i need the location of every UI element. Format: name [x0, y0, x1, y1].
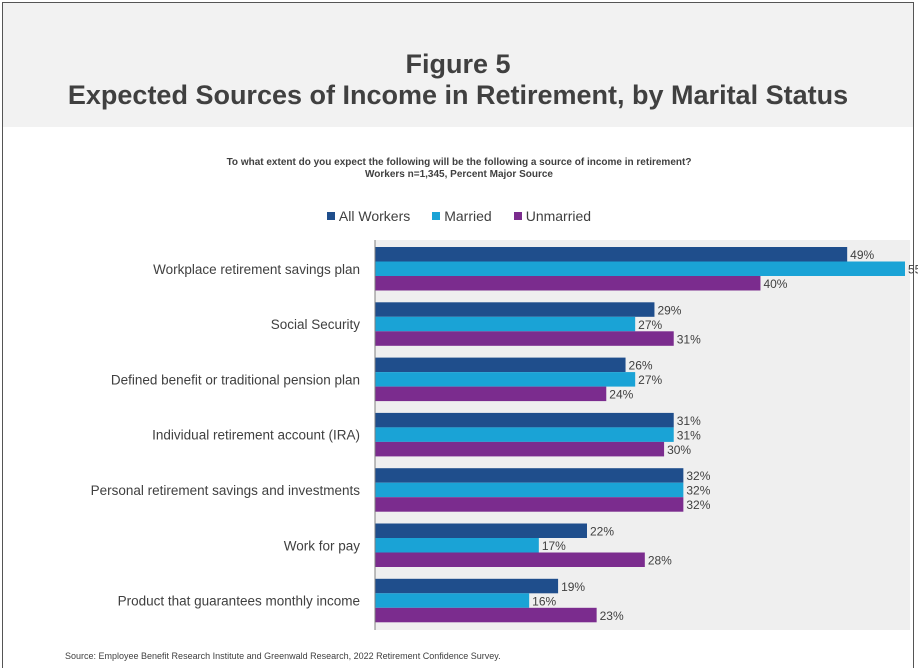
- bar-married: [375, 593, 530, 608]
- legend-swatch-married: [432, 212, 441, 220]
- chart-legend: All Workers Married Unmarried: [0, 207, 918, 225]
- bar-chart: Workplace retirement savings plan 49% 55% 4…: [91, 240, 918, 630]
- data-label: 32%: [686, 469, 710, 483]
- bar-unmarried: [375, 497, 684, 512]
- data-label: 23%: [600, 609, 624, 623]
- bar-married: [375, 316, 636, 332]
- data-label: 32%: [686, 498, 710, 512]
- bar-all-workers: [375, 468, 684, 483]
- bar-unmarried: [375, 386, 607, 402]
- bar-all-workers: [375, 302, 655, 317]
- data-label: 32%: [686, 484, 710, 498]
- legend-label-all-workers: All Workers: [338, 208, 411, 224]
- bar-unmarried: [375, 331, 674, 346]
- data-label: 17%: [542, 539, 566, 553]
- bar-all-workers: [375, 247, 848, 262]
- category-label: Product that guarantees monthly income: [118, 594, 360, 609]
- source-note: Source: Employee Benefit Research Instit…: [65, 651, 501, 661]
- category-label: Individual retirement account (IRA): [152, 428, 360, 443]
- data-label: 16%: [532, 594, 556, 608]
- data-label: 29%: [657, 303, 681, 317]
- bar-unmarried: [375, 276, 761, 291]
- bar-all-workers: [375, 357, 626, 373]
- bar-married: [375, 261, 905, 276]
- bar-all-workers: [375, 412, 674, 428]
- bar-all-workers: [375, 523, 587, 538]
- bar-married: [375, 372, 636, 387]
- category-label: Workplace retirement savings plan: [153, 262, 360, 277]
- figure-title: Expected Sources of Income in Retirement…: [67, 80, 849, 110]
- legend-item-all-workers: All Workers: [326, 207, 411, 225]
- bar-married: [375, 482, 684, 498]
- data-label: 27%: [638, 373, 662, 387]
- bar-married: [375, 538, 539, 553]
- figure-number: Figure 5: [405, 49, 511, 79]
- data-label: 19%: [561, 580, 585, 594]
- bar-all-workers: [375, 578, 559, 594]
- legend-swatch-unmarried: [513, 212, 522, 220]
- figure-header: Figure 5 Expected Sources of Income in R…: [3, 3, 913, 127]
- legend-item-unmarried: Unmarried: [513, 207, 592, 225]
- bar-unmarried: [375, 607, 597, 623]
- legend-item-married: Married: [432, 207, 492, 225]
- category-label: Work for pay: [284, 538, 361, 553]
- data-label: 27%: [638, 318, 662, 332]
- legend-swatch-all-workers: [326, 212, 335, 220]
- data-label: 31%: [677, 414, 701, 428]
- bar-married: [375, 427, 674, 442]
- data-label: 31%: [677, 332, 701, 346]
- legend-label-married: Married: [444, 208, 492, 224]
- data-label: 22%: [590, 525, 614, 539]
- data-label: 49%: [850, 248, 874, 262]
- category-label: Defined benefit or traditional pension p…: [111, 372, 360, 387]
- chart-subtitle: Workers n=1,345, Percent Major Source: [365, 169, 553, 180]
- data-label: 40%: [763, 277, 787, 291]
- data-label: 55%: [908, 263, 918, 277]
- data-label: 24%: [609, 388, 633, 402]
- bar-unmarried: [375, 552, 645, 567]
- chart-question: To what extent do you expect the followi…: [226, 157, 692, 168]
- data-label: 31%: [677, 428, 701, 442]
- bar-unmarried: [375, 441, 665, 457]
- data-label: 30%: [667, 443, 691, 457]
- legend-label-unmarried: Unmarried: [525, 208, 592, 224]
- category-label: Personal retirement savings and investme…: [91, 483, 361, 498]
- data-label: 28%: [648, 554, 672, 568]
- data-label: 26%: [629, 359, 653, 373]
- category-label: Social Security: [271, 317, 361, 332]
